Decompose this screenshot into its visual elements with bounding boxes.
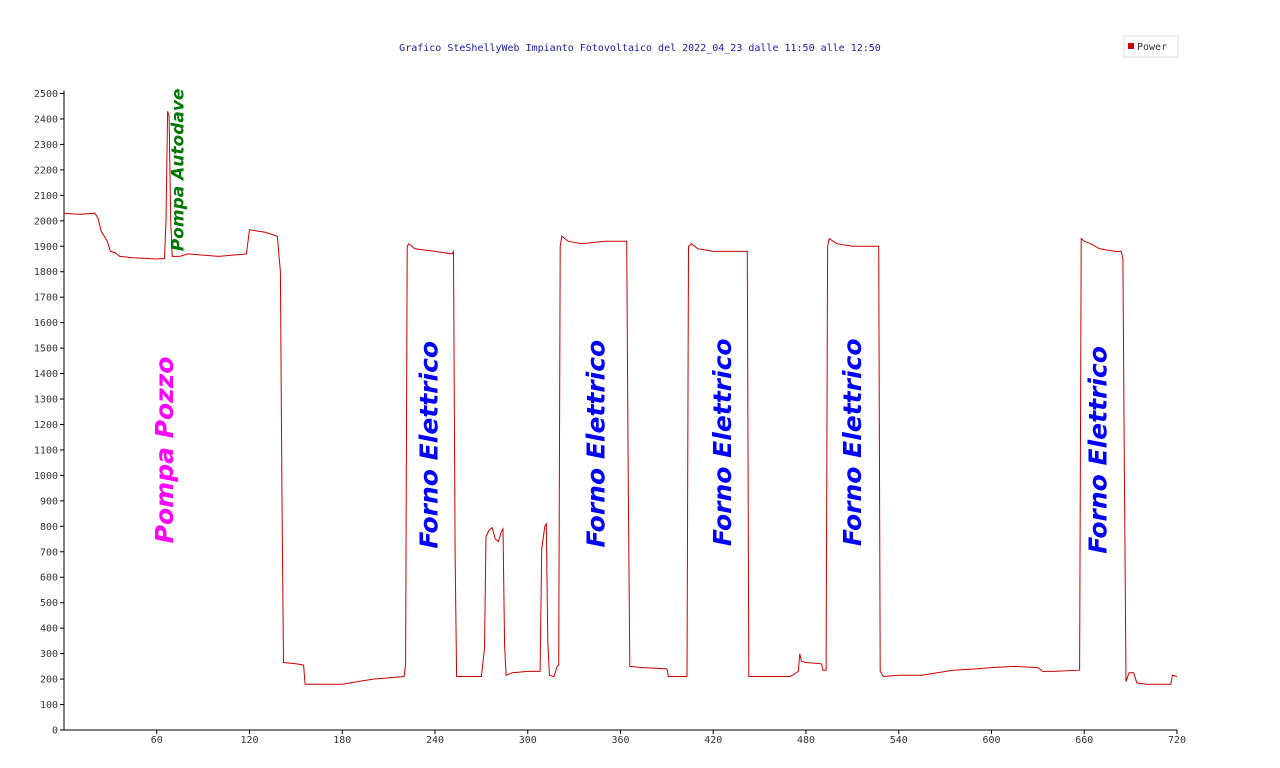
legend-label-power: Power	[1137, 42, 1167, 53]
x-tick-label: 60	[151, 735, 163, 746]
y-tick-label: 2400	[34, 114, 58, 125]
x-tick-label: 300	[519, 735, 537, 746]
y-tick-label: 200	[40, 675, 58, 686]
chart-title: Grafico SteShellyWeb Impianto Fotovoltai…	[399, 43, 881, 54]
y-tick-label: 1400	[34, 369, 58, 380]
y-tick-label: 100	[40, 700, 58, 711]
y-tick-label: 1700	[34, 293, 58, 304]
y-tick-label: 900	[40, 496, 58, 507]
annotation-label: Forno Elettrico	[708, 338, 737, 546]
y-tick-label: 2500	[34, 89, 58, 100]
x-tick-label: 660	[1075, 735, 1093, 746]
x-tick-label: 720	[1168, 735, 1186, 746]
y-tick-label: 1600	[34, 318, 58, 329]
annotation-label: Forno Elettrico	[838, 338, 867, 546]
x-tick-label: 120	[240, 735, 258, 746]
x-tick-label: 540	[890, 735, 908, 746]
annotation-label: Forno Elettrico	[414, 341, 443, 549]
x-tick-label: 420	[704, 735, 722, 746]
y-tick-label: 1900	[34, 242, 58, 253]
y-tick-label: 0	[52, 726, 58, 737]
y-tick-label: 800	[40, 522, 58, 533]
x-tick-label: 240	[426, 735, 444, 746]
axes	[63, 90, 1177, 731]
annotation-label: Pompa Pozzo	[150, 357, 179, 544]
series-line-power	[63, 111, 1178, 685]
y-tick-label: 1200	[34, 420, 58, 431]
x-tick-label: 480	[797, 735, 815, 746]
x-tick-label: 360	[611, 735, 629, 746]
annotation-label: Forno Elettrico	[1084, 346, 1113, 554]
series-group	[63, 111, 1178, 685]
y-tick-label: 1500	[34, 344, 58, 355]
y-tick-label: 600	[40, 573, 58, 584]
y-tick-label: 500	[40, 598, 58, 609]
y-tick-label: 1800	[34, 267, 58, 278]
y-tick-label: 1100	[34, 445, 58, 456]
y-tick-label: 700	[40, 547, 58, 558]
legend: Power	[1123, 35, 1179, 58]
y-tick-label: 1000	[34, 471, 58, 482]
y-tick-label: 1300	[34, 395, 58, 406]
y-tick-label: 2100	[34, 191, 58, 202]
y-tick-label: 400	[40, 624, 58, 635]
annotation-label: Forno Elettrico	[581, 340, 610, 548]
x-tick-label: 180	[333, 735, 351, 746]
y-tick-label: 2000	[34, 216, 58, 227]
annotations: Pompa Pozzo Pompa Autodave Forno Elettrico…	[150, 89, 1113, 554]
x-axis-ticks: 60 120 180 240 300 360 420 480 540 600 660 720	[151, 730, 1186, 746]
y-tick-label: 2300	[34, 140, 58, 151]
y-tick-label: 2200	[34, 165, 58, 176]
y-tick-label: 300	[40, 649, 58, 660]
x-tick-label: 600	[982, 735, 1000, 746]
annotation-label: Pompa Autodave	[168, 89, 188, 252]
y-axis-ticks: 0 100 200 300 400 500 600 700 800 900 1000 1100 1200…	[34, 89, 64, 737]
legend-swatch	[1128, 43, 1134, 49]
legend-box	[1123, 35, 1179, 58]
